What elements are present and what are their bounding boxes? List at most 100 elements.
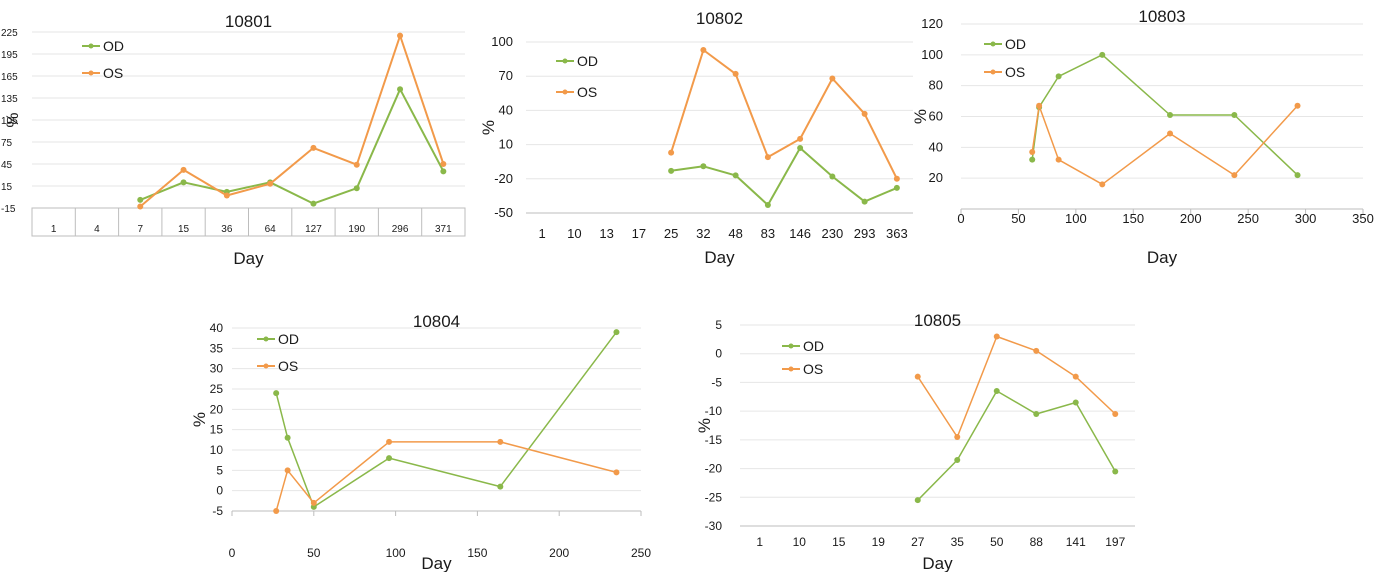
y-tick-label: -5 (212, 504, 223, 518)
data-point-od (1294, 172, 1301, 179)
y-axis-label: % (3, 112, 22, 127)
x-tick-label: 15 (178, 224, 190, 235)
series-os (1029, 102, 1301, 188)
y-tick-label: 35 (210, 341, 224, 355)
y-tick-label: 10 (210, 443, 224, 457)
x-tick-label: 25 (664, 226, 678, 241)
y-tick-label: -20 (705, 462, 723, 476)
series-os (273, 438, 620, 514)
y-tick-labels: -30 -25 -20 -15 -10 -5 0 5 (705, 318, 723, 533)
y-tick-labels: -15 15 45 75 105 135 165 195 225 (1, 28, 18, 215)
data-point-os (273, 508, 280, 514)
legend-marker (88, 43, 94, 49)
data-point-od (273, 390, 280, 397)
data-point-os (893, 175, 900, 182)
x-axis-label: Day (421, 554, 452, 572)
data-point-os (310, 144, 317, 151)
legend-item-os: OS (82, 65, 123, 81)
x-tick-label: 1 (539, 226, 546, 241)
series-od (273, 329, 620, 510)
x-tick-label: 200 (549, 546, 569, 560)
legend-marker (263, 336, 269, 342)
data-point-od (893, 184, 900, 191)
x-tick-label: 13 (599, 226, 613, 241)
y-tick-label: 40 (210, 321, 224, 335)
chart-10801: -15 15 45 75 105 135 165 195 225 1 4 7 15 36 64 127 190 2… (1, 12, 466, 268)
y-tick-label: 25 (210, 382, 224, 396)
series-line-os (1031, 104, 1299, 186)
chart-10804: -5 0 5 10 15 20 25 30 35 40 0 50 100 150 200 250 10804 Da… (190, 312, 651, 572)
data-point-od (700, 163, 707, 170)
y-tick-label: 5 (216, 463, 223, 477)
y-tick-labels: 20 40 60 80 100 120 (921, 16, 943, 185)
data-point-od (861, 198, 868, 205)
legend-marker (88, 70, 94, 76)
y-tick-label: -50 (494, 205, 513, 220)
data-point-od (284, 434, 291, 441)
y-tick-label: -5 (711, 375, 722, 389)
data-point-od (1029, 156, 1036, 163)
y-axis-label: % (695, 418, 714, 433)
chart-10803: 20 40 60 80 100 120 0 50 100 150 200 250 300 350 10803… (911, 7, 1374, 267)
y-tick-label: 100 (491, 34, 513, 49)
x-tick-label: 100 (386, 546, 406, 560)
data-point-os (1112, 411, 1119, 418)
y-tick-label: 15 (1, 182, 13, 193)
data-point-os (1029, 148, 1036, 155)
y-tick-label: 5 (715, 318, 722, 332)
x-tick-label: 83 (761, 226, 775, 241)
x-tick-label: 293 (854, 226, 876, 241)
y-tick-label: 105 (1, 116, 18, 127)
y-tick-label: -15 (1, 204, 16, 215)
data-point-od (732, 172, 739, 179)
y-tick-label: 120 (921, 16, 943, 31)
x-tick-label: 4 (94, 224, 100, 235)
y-tick-label: 30 (210, 362, 224, 376)
y-tick-label: 45 (1, 160, 13, 171)
legend-marker (263, 363, 269, 369)
data-point-os (1072, 373, 1079, 380)
x-tick-label: 19 (872, 535, 886, 549)
x-tick-label: 50 (990, 535, 1004, 549)
data-point-od (386, 455, 393, 462)
series-line-od (275, 331, 618, 508)
y-tick-label: -25 (705, 490, 723, 504)
y-tick-label: -20 (494, 171, 513, 186)
data-point-os (1055, 156, 1062, 163)
series-line-os (670, 49, 898, 180)
y-tick-label: 0 (715, 347, 722, 361)
x-tick-label: 250 (1237, 211, 1259, 226)
y-tick-label: 70 (499, 68, 513, 83)
x-axis-label: Day (922, 554, 953, 572)
x-tick-labels: 1 4 7 15 36 64 127 190 296 371 (51, 224, 452, 235)
x-tick-label: 150 (467, 546, 487, 560)
legend-item-os: OS (984, 64, 1025, 80)
y-tick-label: 10 (499, 137, 513, 152)
chart-title: 10805 (914, 311, 961, 330)
x-tick-label: 296 (392, 224, 409, 235)
data-point-os (386, 438, 393, 445)
data-point-od (310, 200, 317, 207)
x-tick-labels: 0 50 100 150 200 250 300 350 (957, 211, 1373, 226)
legend-item-od: OD (82, 38, 124, 54)
x-tick-label: 48 (728, 226, 742, 241)
y-tick-label: 165 (1, 72, 18, 83)
series-os (914, 333, 1119, 440)
data-point-od (993, 388, 1000, 395)
data-point-os (1033, 347, 1040, 354)
gridlines (32, 31, 465, 209)
y-tick-label: 60 (929, 109, 943, 124)
series-line-os (917, 335, 1116, 438)
series-od (137, 86, 447, 207)
x-tick-label: 32 (696, 226, 710, 241)
y-tick-label: 80 (929, 78, 943, 93)
x-tick-label: 50 (1011, 211, 1025, 226)
data-point-od (1231, 111, 1238, 118)
x-tick-label: 27 (911, 535, 925, 549)
data-point-od (797, 145, 804, 152)
legend-label: OD (103, 38, 124, 54)
x-tick-label: 230 (822, 226, 844, 241)
legend-item-od: OD (257, 331, 299, 347)
legend-label: OD (1005, 36, 1026, 52)
x-tick-label: 300 (1295, 211, 1317, 226)
